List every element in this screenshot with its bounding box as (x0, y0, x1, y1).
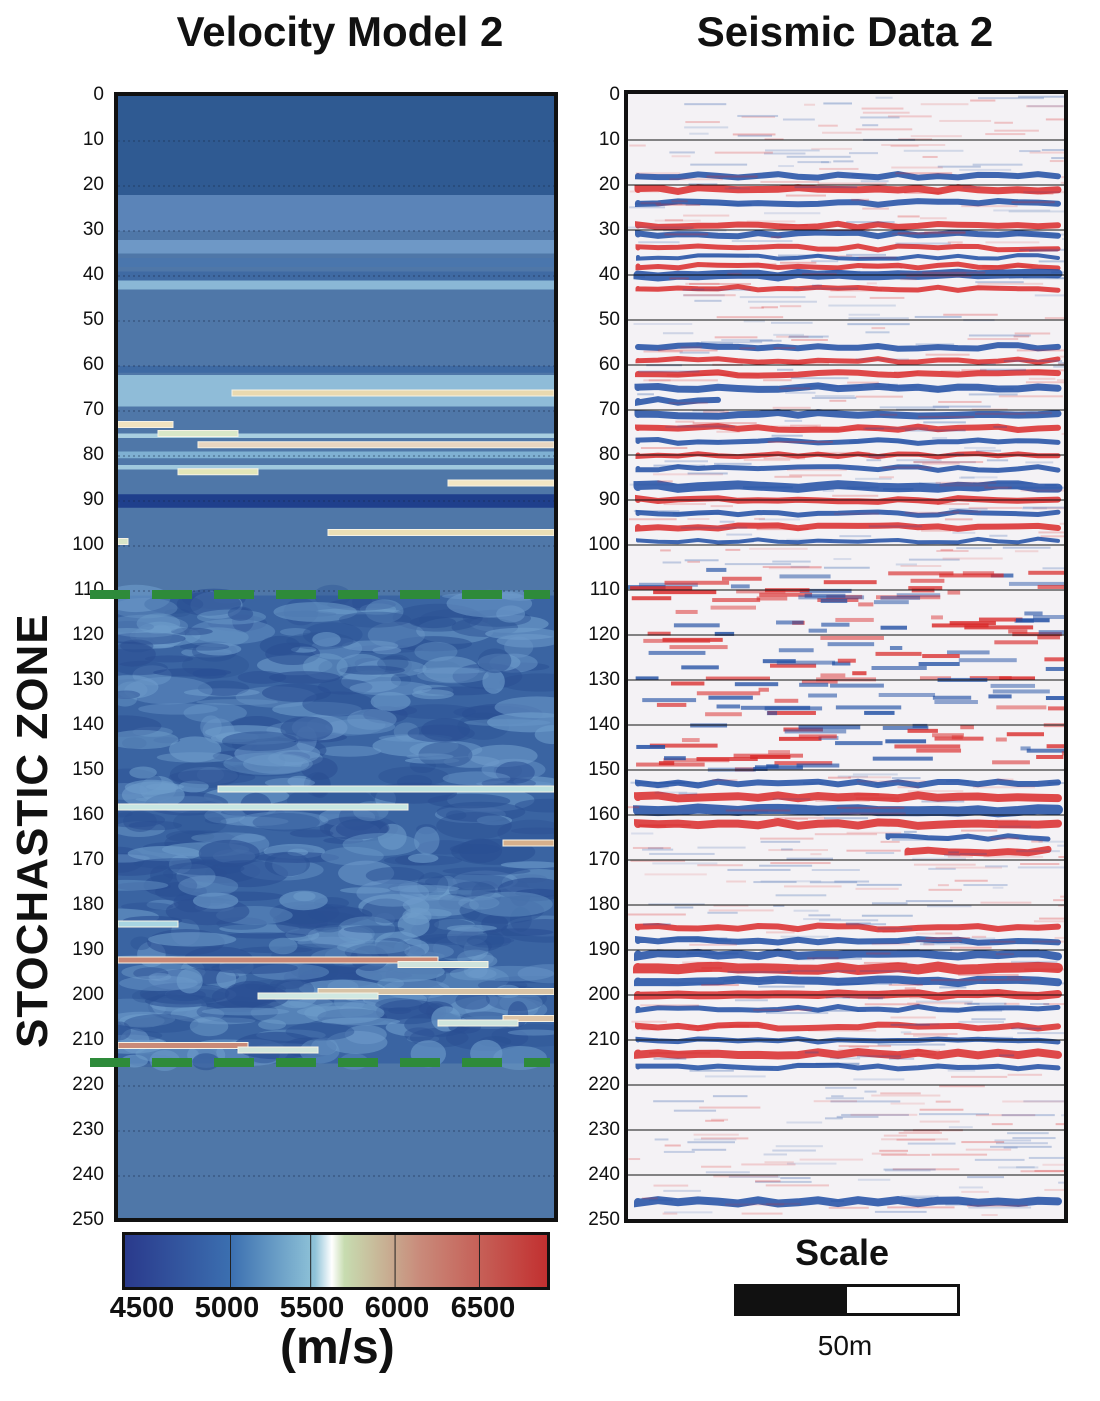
velocity-stringer (217, 785, 554, 793)
scale-bar (734, 1284, 960, 1316)
seismic-data-panel (624, 90, 1068, 1223)
velocity-colorbar (122, 1232, 550, 1290)
seismic-depth-tick-80: 80 (598, 444, 620, 465)
velocity-depth-tick-30: 30 (82, 219, 104, 240)
scale-bar-fill (737, 1287, 847, 1313)
colorbar-units: (m/s) (280, 1321, 395, 1374)
seismic-depth-tick-60: 60 (598, 354, 620, 375)
seismic-depth-axis: 0 10 20 30 40 50 60 70 80 90 100 110 120 130 140 150 160… (560, 0, 620, 1401)
colorbar-label-4500: 4500 (109, 1292, 175, 1324)
colorbar-label-6000: 6000 (364, 1292, 430, 1324)
velocity-stringer (118, 421, 174, 428)
velocity-stringer (437, 1019, 519, 1027)
velocity-depth-tick-240: 240 (72, 1164, 104, 1185)
velocity-depth-tick-160: 160 (72, 804, 104, 825)
seismic-depth-tick-190: 190 (588, 939, 620, 960)
velocity-depth-tick-40: 40 (82, 264, 104, 285)
velocity-depth-tick-110: 110 (73, 579, 104, 600)
seismic-depth-tick-0: 0 (609, 84, 620, 105)
velocity-depth-tick-180: 180 (72, 894, 104, 915)
velocity-depth-tick-50: 50 (82, 309, 104, 330)
velocity-stringer (327, 529, 554, 536)
stochastic-zone-label: STOCHASTIC ZONE (8, 613, 57, 1048)
velocity-depth-tick-120: 120 (72, 624, 104, 645)
seismic-depth-tick-110: 110 (589, 579, 620, 600)
velocity-depth-tick-140: 140 (72, 714, 104, 735)
scale-title: Scale (794, 1232, 890, 1273)
velocity-depth-tick-250: 250 (72, 1209, 104, 1230)
velocity-depth-tick-20: 20 (82, 174, 104, 195)
velocity-stringer (231, 389, 554, 397)
seismic-depth-tick-170: 170 (588, 849, 620, 870)
seismic-depth-tick-10: 10 (598, 129, 620, 150)
seismic-data-title: Seismic Data 2 (696, 8, 994, 55)
seismic-depth-tick-250: 250 (588, 1209, 620, 1230)
velocity-depth-tick-80: 80 (82, 444, 104, 465)
velocity-model-panel (114, 92, 558, 1222)
velocity-stringer (257, 992, 379, 1000)
velocity-stringer (447, 479, 554, 487)
velocity-stringer (118, 803, 409, 811)
velocity-depth-tick-230: 230 (72, 1119, 104, 1140)
velocity-depth-tick-200: 200 (72, 984, 104, 1005)
velocity-stringer (237, 1046, 319, 1054)
colorbar-label-5500: 5500 (279, 1292, 345, 1324)
velocity-stringer (118, 1042, 249, 1049)
velocity-model-image (118, 96, 554, 1218)
velocity-depth-tick-10: 10 (82, 129, 104, 150)
velocity-depth-tick-150: 150 (72, 759, 104, 780)
velocity-stringer (197, 441, 554, 449)
seismic-depth-tick-130: 130 (588, 669, 620, 690)
seismic-depth-tick-50: 50 (598, 309, 620, 330)
seismic-depth-tick-120: 120 (588, 624, 620, 645)
velocity-stringer (118, 538, 129, 545)
scale-length-label: 50m (817, 1330, 873, 1361)
seismic-depth-tick-220: 220 (588, 1074, 620, 1095)
seismic-depth-tick-200: 200 (588, 984, 620, 1005)
velocity-model-title: Velocity Model 2 (176, 8, 504, 55)
seismic-depth-tick-150: 150 (588, 759, 620, 780)
velocity-stringer (397, 961, 489, 968)
velocity-stringer (157, 430, 239, 437)
colorbar-label-6500: 6500 (450, 1292, 516, 1324)
velocity-depth-tick-170: 170 (72, 849, 104, 870)
seismic-depth-tick-210: 210 (588, 1029, 620, 1050)
velocity-depth-tick-190: 190 (72, 939, 104, 960)
velocity-depth-tick-0: 0 (93, 84, 104, 105)
seismic-depth-tick-180: 180 (588, 894, 620, 915)
velocity-depth-tick-100: 100 (72, 534, 104, 555)
velocity-stringer (118, 956, 439, 964)
velocity-depth-tick-70: 70 (82, 399, 104, 420)
seismic-depth-tick-100: 100 (588, 534, 620, 555)
velocity-stringer (177, 468, 259, 476)
velocity-depth-tick-220: 220 (72, 1074, 104, 1095)
velocity-depth-tick-130: 130 (72, 669, 104, 690)
seismic-depth-tick-230: 230 (588, 1119, 620, 1140)
velocity-depth-tick-90: 90 (82, 489, 104, 510)
seismic-depth-tick-40: 40 (598, 264, 620, 285)
velocity-stringer (502, 839, 554, 847)
seismic-depth-tick-70: 70 (598, 399, 620, 420)
velocity-stringer (502, 1015, 554, 1022)
velocity-depth-tick-210: 210 (72, 1029, 104, 1050)
seismic-data-image (628, 94, 1064, 1219)
velocity-depth-tick-60: 60 (82, 354, 104, 375)
seismic-depth-tick-140: 140 (588, 714, 620, 735)
seismic-depth-tick-20: 20 (598, 174, 620, 195)
seismic-depth-tick-160: 160 (588, 804, 620, 825)
seismic-depth-tick-240: 240 (588, 1164, 620, 1185)
colorbar-label-5000: 5000 (194, 1292, 260, 1324)
velocity-stringer (317, 988, 554, 995)
seismic-depth-tick-90: 90 (598, 489, 620, 510)
velocity-stringer (118, 920, 179, 928)
seismic-depth-tick-30: 30 (598, 219, 620, 240)
colorbar-labels: 4500 5000 5500 6000 6500 (100, 1292, 560, 1332)
colorbar-gradient (125, 1235, 547, 1287)
velocity-depth-axis: 0 10 20 30 40 50 60 70 80 90 100 110 120 130 140 150 160… (44, 0, 104, 1401)
